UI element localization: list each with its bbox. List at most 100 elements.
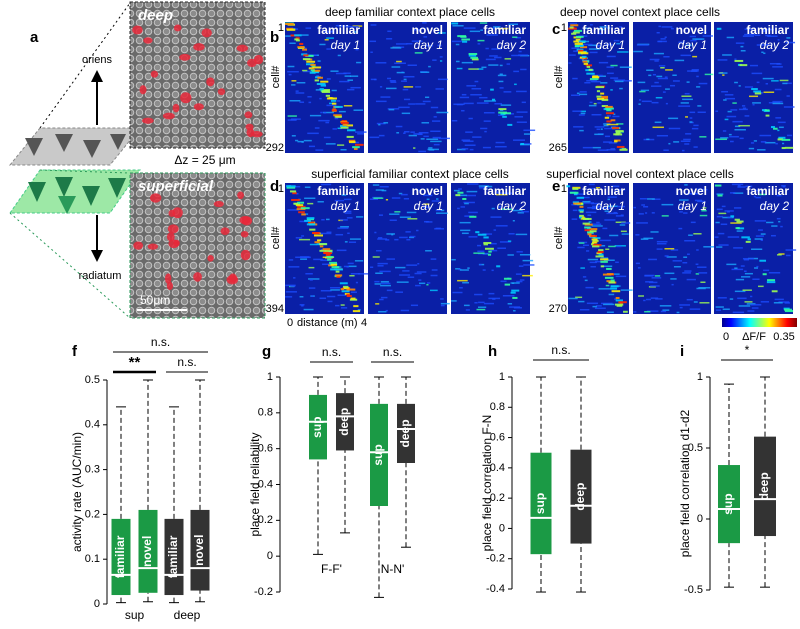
heatmap-field bbox=[511, 289, 520, 292]
heatmap-noise bbox=[357, 309, 361, 311]
heatmap-noise bbox=[385, 239, 390, 241]
heatmap-field bbox=[314, 241, 320, 244]
y-tick-label: 0.5 bbox=[688, 442, 703, 454]
heatmap-field bbox=[777, 138, 783, 141]
heatmap-noise bbox=[672, 80, 680, 82]
heatmap-noise bbox=[374, 231, 377, 234]
heatmap-noise bbox=[606, 212, 619, 215]
heatmap-noise bbox=[588, 200, 591, 203]
heatmap-noise bbox=[499, 87, 504, 89]
labeled-cell bbox=[173, 24, 182, 32]
heatmap-noise bbox=[619, 66, 632, 68]
heatmap-noise bbox=[341, 194, 347, 196]
heatmap-field bbox=[343, 287, 350, 290]
arrow-head bbox=[91, 70, 103, 82]
heatmap-noise bbox=[474, 293, 483, 296]
heatmap-noise bbox=[745, 185, 753, 188]
heatmap-field bbox=[343, 285, 349, 288]
heatmap-noise bbox=[665, 69, 673, 71]
heatmap-noise bbox=[601, 265, 613, 268]
heatmap-noise bbox=[478, 301, 485, 304]
heatmap-noise bbox=[689, 308, 701, 310]
heatmap-noise bbox=[720, 137, 729, 139]
heatmap-noise bbox=[573, 50, 579, 52]
heatmap-field bbox=[310, 63, 316, 66]
heatmap-noise bbox=[656, 242, 667, 245]
heatmap-noise bbox=[295, 90, 299, 92]
heatmap-field bbox=[596, 95, 602, 98]
heatmap-noise bbox=[665, 88, 670, 90]
heatmap-noise bbox=[440, 209, 445, 212]
heatmap-noise bbox=[732, 311, 745, 314]
heatmap-field bbox=[770, 126, 775, 129]
heatmap-noise bbox=[585, 211, 597, 214]
heatmap-field bbox=[589, 78, 599, 81]
heatmap-noise bbox=[308, 278, 320, 280]
heatmap-noise bbox=[406, 264, 418, 266]
heatmap-noise bbox=[724, 210, 734, 212]
heatmap-noise bbox=[436, 111, 449, 114]
heatmap-noise bbox=[594, 133, 604, 136]
heatmap-field bbox=[488, 250, 492, 253]
heatmap-noise bbox=[301, 235, 305, 237]
heatmap-noise bbox=[590, 187, 596, 190]
heatmap-noise bbox=[733, 192, 744, 194]
heatmap-noise bbox=[605, 248, 610, 251]
heatmap-noise bbox=[652, 73, 656, 76]
heatmap-noise bbox=[518, 54, 529, 56]
heatmap-noise bbox=[754, 220, 766, 222]
heatmap-noise bbox=[595, 260, 602, 263]
heatmap-noise bbox=[663, 55, 670, 58]
heatmap-noise bbox=[491, 207, 495, 210]
heatmap-noise bbox=[515, 273, 522, 275]
heatmap-field bbox=[309, 71, 316, 74]
heatmap-field bbox=[734, 59, 744, 62]
heatmap-field bbox=[579, 205, 584, 208]
heatmap-noise bbox=[662, 309, 670, 311]
heatmap-field bbox=[297, 201, 305, 204]
heatmap-field bbox=[730, 215, 735, 218]
heatmap-noise bbox=[457, 207, 460, 210]
heatmap-noise bbox=[452, 25, 464, 27]
tile-day: day 2 bbox=[497, 199, 527, 213]
heatmap-noise bbox=[703, 246, 716, 248]
heatmap-field bbox=[334, 274, 343, 277]
significance-label: n.s. bbox=[322, 345, 341, 359]
heatmap-noise bbox=[518, 30, 522, 33]
heatmap-noise bbox=[603, 124, 609, 127]
heatmap-noise bbox=[734, 58, 737, 60]
heatmap-noise bbox=[391, 233, 394, 236]
box-label: sup bbox=[371, 444, 385, 465]
panel-label: c bbox=[552, 21, 560, 38]
heatmap-noise bbox=[464, 202, 469, 205]
heatmap-noise bbox=[414, 52, 423, 54]
heatmap-noise bbox=[772, 102, 784, 105]
heatmap-noise bbox=[461, 61, 473, 64]
heatmap-noise bbox=[515, 233, 528, 236]
heatmap-field bbox=[616, 145, 625, 148]
heatmap-noise bbox=[633, 50, 643, 53]
heatmap-noise bbox=[646, 138, 650, 141]
heatmap-noise bbox=[428, 147, 433, 149]
heatmap-noise bbox=[507, 254, 514, 256]
heatmap-field bbox=[319, 243, 328, 246]
heatmap-noise bbox=[587, 207, 599, 209]
significance-label: n.s. bbox=[177, 355, 196, 369]
heatmap-noise bbox=[308, 145, 316, 148]
tile-day: day 1 bbox=[414, 199, 443, 213]
heatmap-noise bbox=[670, 278, 677, 280]
heatmap-noise bbox=[759, 134, 772, 137]
heatmap-noise bbox=[756, 44, 767, 46]
heatmap-noise bbox=[468, 68, 479, 70]
heatmap-noise bbox=[643, 237, 654, 240]
heatmap-noise bbox=[666, 256, 677, 258]
heatmap-noise bbox=[381, 296, 388, 299]
heatmap-noise bbox=[680, 102, 689, 104]
panel-label: a bbox=[30, 29, 39, 46]
heatmap-noise bbox=[319, 43, 326, 46]
heatmap-noise bbox=[473, 252, 485, 254]
heatmap-field bbox=[784, 308, 792, 311]
heatmap-noise bbox=[336, 100, 341, 102]
heatmap-field bbox=[317, 76, 323, 79]
heatmap-field bbox=[314, 79, 320, 82]
